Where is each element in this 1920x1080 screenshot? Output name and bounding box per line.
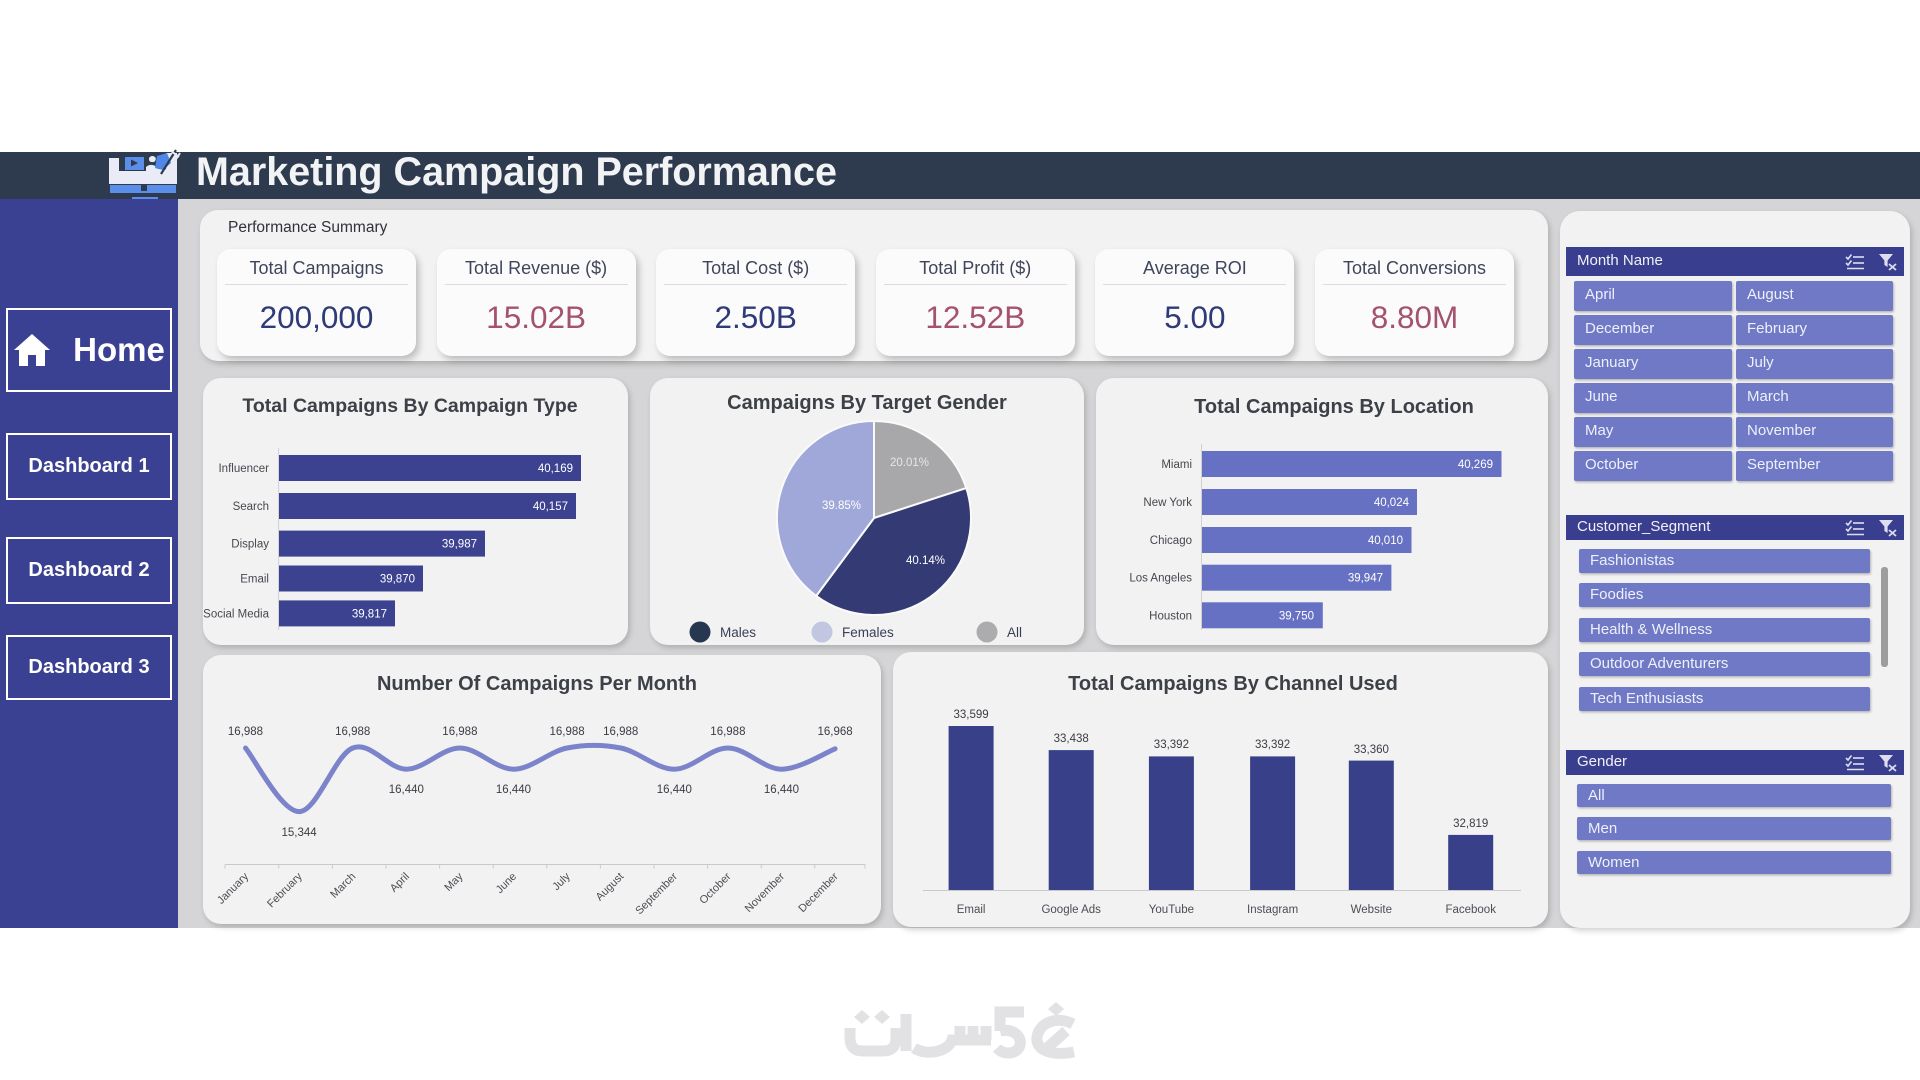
- svg-text:16,440: 16,440: [657, 784, 692, 796]
- svg-text:33,599: 33,599: [954, 709, 989, 721]
- svg-text:March: March: [328, 871, 358, 901]
- svg-text:Los Angeles: Los Angeles: [1129, 573, 1192, 585]
- svg-text:Males: Males: [720, 625, 756, 640]
- svg-text:Email: Email: [240, 574, 269, 586]
- svg-text:16,988: 16,988: [335, 726, 370, 738]
- svg-text:33,392: 33,392: [1255, 739, 1290, 751]
- svg-text:33,392: 33,392: [1154, 739, 1189, 751]
- svg-text:39.85%: 39.85%: [822, 500, 861, 512]
- svg-text:20.01%: 20.01%: [890, 457, 929, 469]
- svg-text:16,968: 16,968: [818, 726, 853, 738]
- svg-text:June: June: [494, 871, 519, 896]
- svg-text:January: January: [215, 870, 252, 907]
- svg-text:39,870: 39,870: [380, 574, 415, 586]
- svg-text:33,438: 33,438: [1054, 733, 1089, 745]
- svg-text:July: July: [550, 870, 573, 893]
- svg-text:YouTube: YouTube: [1149, 904, 1194, 916]
- svg-text:15,344: 15,344: [282, 827, 318, 839]
- svg-text:40,010: 40,010: [1368, 535, 1403, 547]
- svg-text:February: February: [265, 870, 305, 910]
- svg-text:16,440: 16,440: [496, 784, 531, 796]
- svg-text:33,360: 33,360: [1354, 744, 1389, 756]
- svg-text:Display: Display: [231, 539, 269, 551]
- svg-text:May: May: [442, 870, 466, 894]
- svg-text:40,024: 40,024: [1374, 497, 1410, 509]
- svg-text:September: September: [633, 870, 680, 917]
- svg-text:16,988: 16,988: [710, 726, 745, 738]
- svg-text:40,169: 40,169: [538, 463, 573, 475]
- svg-text:Google Ads: Google Ads: [1041, 904, 1101, 916]
- svg-text:New York: New York: [1143, 497, 1192, 509]
- svg-text:All: All: [1007, 625, 1022, 640]
- svg-text:August: August: [594, 871, 627, 904]
- svg-text:40.14%: 40.14%: [906, 555, 945, 567]
- svg-text:40,269: 40,269: [1458, 459, 1493, 471]
- svg-text:Website: Website: [1351, 904, 1392, 916]
- svg-text:39,987: 39,987: [442, 539, 477, 551]
- svg-text:Instagram: Instagram: [1247, 904, 1298, 916]
- svg-text:40,157: 40,157: [533, 501, 568, 513]
- svg-text:16,440: 16,440: [764, 784, 799, 796]
- svg-text:16,440: 16,440: [389, 784, 424, 796]
- svg-text:October: October: [697, 870, 733, 906]
- svg-text:16,988: 16,988: [228, 726, 263, 738]
- svg-text:32,819: 32,819: [1453, 818, 1488, 830]
- svg-text:December: December: [796, 870, 841, 915]
- svg-text:November: November: [743, 870, 788, 915]
- svg-text:Email: Email: [957, 904, 986, 916]
- svg-text:39,947: 39,947: [1348, 573, 1383, 585]
- svg-text:Search: Search: [233, 501, 269, 513]
- svg-text:16,988: 16,988: [442, 726, 477, 738]
- svg-text:Houston: Houston: [1149, 610, 1192, 622]
- svg-text:Influencer: Influencer: [218, 463, 269, 475]
- svg-text:Miami: Miami: [1161, 459, 1192, 471]
- svg-text:April: April: [388, 871, 412, 895]
- svg-text:16,988: 16,988: [550, 726, 585, 738]
- svg-text:39,750: 39,750: [1279, 610, 1314, 622]
- svg-text:Social Media: Social Media: [203, 608, 269, 620]
- svg-text:Facebook: Facebook: [1445, 904, 1496, 916]
- svg-text:Females: Females: [842, 625, 894, 640]
- svg-text:39,817: 39,817: [352, 608, 387, 620]
- svg-text:16,988: 16,988: [603, 726, 638, 738]
- svg-text:Chicago: Chicago: [1150, 535, 1192, 547]
